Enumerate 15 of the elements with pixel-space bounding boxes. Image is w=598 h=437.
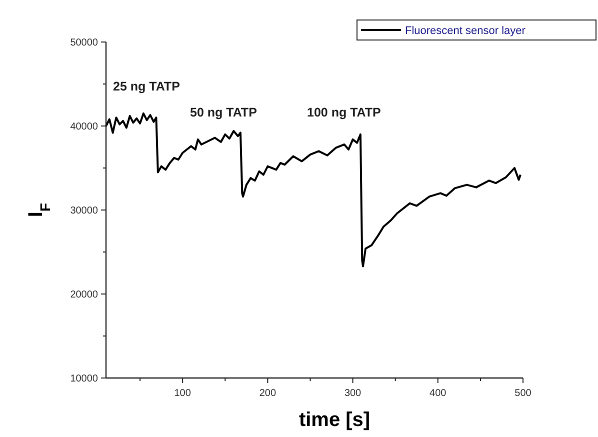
- annotation: 25 ng TATP: [113, 79, 180, 94]
- annotation: 50 ng TATP: [190, 105, 257, 120]
- x-tick-label: 100: [174, 388, 192, 399]
- y-tick-label: 20000: [70, 290, 98, 300]
- x-tick-label: 200: [259, 388, 276, 399]
- y-tick-label: 50000: [70, 38, 98, 48]
- x-tick-label: 400: [430, 388, 447, 399]
- y-tick-label: 30000: [70, 206, 98, 216]
- x-tick-label: 500: [514, 388, 532, 399]
- x-axis-title: time [s]: [298, 409, 370, 431]
- y-tick-label: 10000: [70, 374, 98, 384]
- y-tick-label: 40000: [70, 122, 98, 132]
- legend-label: Fluorescent sensor layer: [405, 24, 526, 37]
- annotation: 100 ng TATP: [307, 105, 381, 120]
- x-tick-label: 300: [344, 388, 362, 399]
